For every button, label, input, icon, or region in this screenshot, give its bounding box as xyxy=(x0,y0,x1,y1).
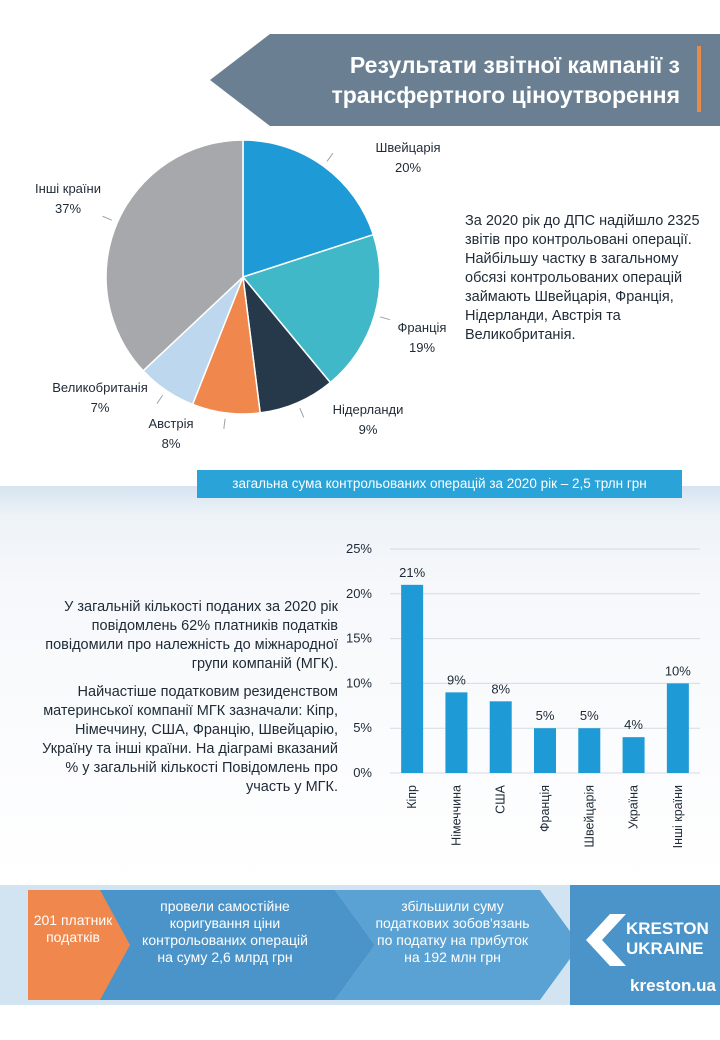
bar-value-label-5: 4% xyxy=(624,717,643,732)
bar-value-label-0: 21% xyxy=(399,565,425,580)
flow-start-box xyxy=(28,890,130,1000)
pie-chart: Швейцарія 20% Франція 19% Нідерланди 9% Австрі… xyxy=(35,139,447,451)
pie-leader-3 xyxy=(223,418,226,429)
bar-category-label-0: Кіпр xyxy=(405,785,419,809)
kreston-logo: KRESTON UKRAINE xyxy=(582,910,712,1000)
bar-chart: 0% 5% 10% 15% 20% 25% 21% Кіпр 9% Німеччина 8% США 5… xyxy=(346,541,700,848)
total-amount-bar: загальна сума контрольованих операцій за… xyxy=(197,470,682,498)
bar-category-label-1: Німеччина xyxy=(449,785,463,846)
bar-6 xyxy=(666,683,689,773)
bar-3 xyxy=(534,728,556,773)
bar-category-label-4: Швейцарія xyxy=(582,785,596,848)
bar-1 xyxy=(445,692,468,773)
pie-value-0: 20% xyxy=(395,160,421,175)
bar-value-label-4: 5% xyxy=(580,708,599,723)
bar-category-label-2: США xyxy=(494,784,508,813)
pie-note-countries: Найбільшу частку в загальному обсязі кон… xyxy=(465,251,683,343)
flow-diagram xyxy=(0,885,720,1005)
flow-box-adjustment: провели самостійне коригування ціни конт… xyxy=(142,898,308,965)
pie-label-1: Франція xyxy=(398,320,447,335)
pie-slice-5 xyxy=(105,139,244,372)
title-accent-bar xyxy=(697,46,701,112)
bar-category-label-3: Франція xyxy=(538,785,552,832)
bar-category-label-5: Україна xyxy=(627,785,641,829)
pie-value-3: 8% xyxy=(162,436,181,451)
bar-4 xyxy=(578,728,601,773)
pie-leader-4 xyxy=(156,394,164,404)
bar-5 xyxy=(622,737,645,773)
pie-value-4: 7% xyxy=(91,400,110,415)
pie-slice-1 xyxy=(241,233,381,384)
pie-label-2: Нідерланди xyxy=(333,402,404,417)
pie-note-reports: За 2020 рік до ДПС надійшло 2325 звітів … xyxy=(465,213,700,248)
pie-value-5: 37% xyxy=(55,201,81,216)
pie-leader-1 xyxy=(380,316,391,321)
bar-value-label-6: 10% xyxy=(665,663,691,678)
bar-value-label-3: 5% xyxy=(536,708,555,723)
bar-ytick-0: 0% xyxy=(353,765,372,780)
bar-0 xyxy=(401,584,424,773)
logo-line-1: KRESTON xyxy=(626,919,709,938)
bar-category-label-6: Інші країни xyxy=(671,785,685,848)
mgk-note-share: У загальній кількості поданих за 2020 рі… xyxy=(45,599,338,672)
bar-ytick-5: 25% xyxy=(346,541,372,556)
pie-leader-0 xyxy=(326,152,334,162)
bar-ytick-4: 20% xyxy=(346,586,372,601)
pie-slice-0 xyxy=(242,139,375,279)
pie-label-5: Інші країни xyxy=(35,181,101,196)
title-banner-shape xyxy=(210,34,720,126)
logo-line-2: UKRAINE xyxy=(626,939,704,958)
page-title-line-1: Результати звітної кампанії з xyxy=(349,52,680,78)
mgk-note-residency: Найчастіше податковим резиденством матер… xyxy=(42,684,338,795)
pie-label-0: Швейцарія xyxy=(376,140,441,155)
pie-leader-2 xyxy=(299,408,305,418)
mgk-note: У загальній кількості поданих за 2020 рі… xyxy=(30,598,338,806)
bar-ytick-1: 5% xyxy=(353,720,372,735)
bar-2 xyxy=(489,701,512,773)
pie-value-1: 19% xyxy=(409,340,435,355)
bar-ytick-2: 10% xyxy=(346,675,372,690)
page-title-line-2: трансфертного ціноутворення xyxy=(331,82,680,108)
pie-label-4: Великобританія xyxy=(52,380,147,395)
kreston-k-icon xyxy=(586,914,626,966)
pie-leader-5 xyxy=(102,215,112,221)
bar-value-label-1: 9% xyxy=(447,672,466,687)
flow-box-tax-increase: збільшили суму податкових зобов'язань по… xyxy=(375,898,530,965)
flow-arrow-1 xyxy=(90,890,375,1000)
bar-ytick-3: 15% xyxy=(346,631,372,646)
pie-value-2: 9% xyxy=(359,422,378,437)
bar-value-label-2: 8% xyxy=(491,681,510,696)
flow-box-taxpayers: 201 платник податків xyxy=(33,912,113,945)
title-banner xyxy=(210,34,720,126)
pie-note: За 2020 рік до ДПС надійшло 2325 звітів … xyxy=(465,212,715,345)
website-link[interactable]: kreston.ua xyxy=(630,976,716,995)
pie-label-3: Австрія xyxy=(148,416,193,431)
flow-arrow-2 xyxy=(335,890,580,1000)
